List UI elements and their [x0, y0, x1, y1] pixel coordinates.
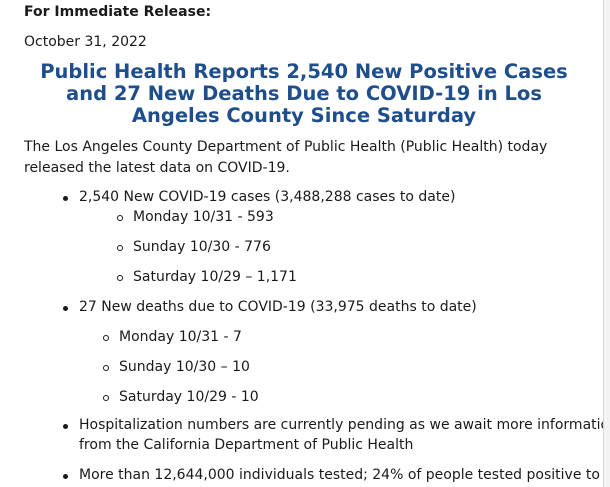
bullet-circle-icon [103, 335, 109, 341]
hospitalization-item-line2: from the California Department of Public… [79, 437, 414, 453]
bullet-circle-icon [103, 395, 109, 401]
window-edge [603, 0, 610, 487]
intro-paragraph: The Los Angeles County Department of Pub… [24, 139, 548, 176]
cases-sub-item: Monday 10/31 - 593 [133, 209, 274, 225]
release-label: For Immediate Release: [24, 4, 212, 20]
testing-item: More than 12,644,000 individuals tested;… [79, 467, 610, 483]
bullet-circle-icon [117, 275, 123, 281]
bullet-circle-icon [117, 215, 123, 221]
bullet-circle-icon [117, 245, 123, 251]
deaths-sub-item: Saturday 10/29 - 10 [119, 389, 259, 405]
bullet-circle-icon [103, 365, 109, 371]
headline: Public Health Reports 2,540 New Positive… [40, 60, 568, 127]
deaths-sub-item: Sunday 10/30 – 10 [119, 359, 250, 375]
hospitalization-item-line1: Hospitalization numbers are currently pe… [79, 417, 610, 433]
cases-sub-item: Sunday 10/30 - 776 [133, 239, 271, 255]
bullet-disc-icon [63, 474, 68, 479]
cases-sub-item: Saturday 10/29 – 1,171 [133, 269, 297, 285]
bullet-disc-icon [63, 306, 68, 311]
bullet-disc-icon [63, 424, 68, 429]
release-date: October 31, 2022 [24, 34, 147, 50]
cases-item: 2,540 New COVID-19 cases (3,488,288 case… [79, 189, 456, 205]
deaths-item: 27 New deaths due to COVID-19 (33,975 de… [79, 299, 477, 315]
deaths-sub-item: Monday 10/31 - 7 [119, 329, 242, 345]
bullet-disc-icon [63, 196, 68, 201]
